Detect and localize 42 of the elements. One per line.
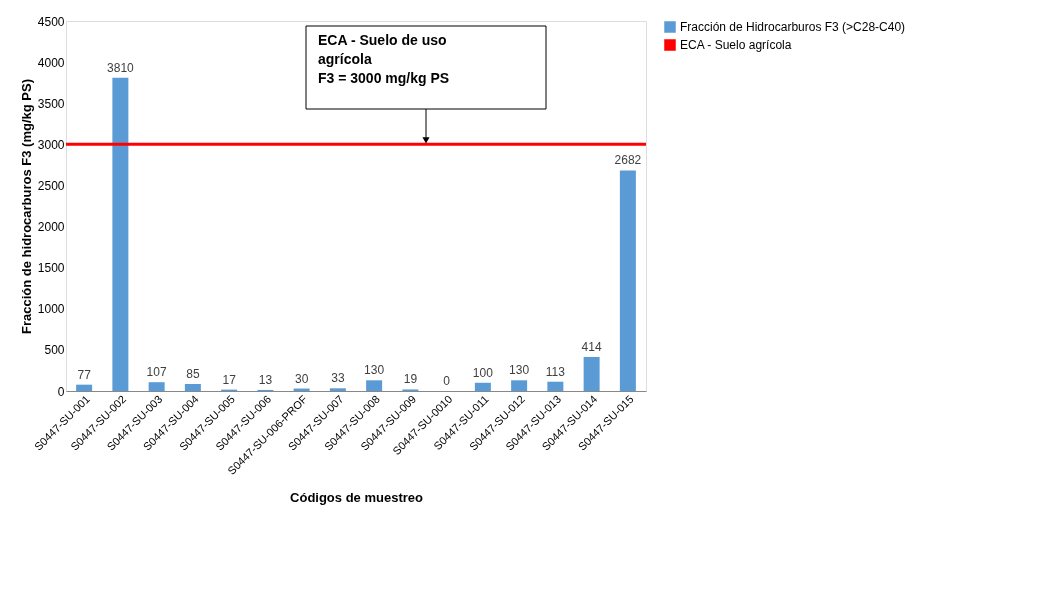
bar (329, 388, 346, 391)
data-label: 130 (509, 363, 530, 378)
bar (619, 170, 636, 391)
bar (76, 384, 93, 391)
data-label: 0 (443, 374, 451, 388)
y-tick-label: 3000 (37, 137, 65, 152)
data-label: 13 (258, 372, 273, 387)
bar (366, 380, 383, 391)
data-label: 33 (331, 371, 345, 386)
legend-label: Fracción de Hidrocarburos F3 (>C28-C40) (680, 20, 906, 34)
data-label: 107 (146, 365, 167, 380)
x-axis-title: Códigos de muestreo (290, 489, 424, 505)
bar (547, 381, 564, 391)
bar (583, 356, 600, 391)
bar (148, 382, 165, 391)
y-axis-title: Fracción de hidrocarburos F3 (mg/kg PS) (18, 79, 34, 334)
y-tick-label: 4500 (37, 14, 65, 29)
data-label: 77 (77, 367, 92, 382)
y-tick-label: 1500 (37, 261, 65, 276)
data-label: 85 (186, 367, 200, 382)
y-tick-label: 4000 (37, 55, 65, 70)
data-label: 2682 (614, 153, 642, 168)
y-tick-label: 2500 (37, 178, 65, 193)
annotation: ECA - Suelo de uso agrícola F3 = 3000 mg/kg PS (318, 32, 450, 86)
y-tick-label: 1000 (37, 302, 65, 317)
data-label: 17 (222, 372, 237, 387)
data-label: 113 (545, 364, 566, 379)
bar (184, 384, 201, 391)
y-tick-label: 0 (57, 384, 65, 399)
bar (511, 380, 528, 391)
data-label: 100 (472, 365, 494, 380)
y-tick-label: 3500 (37, 96, 65, 111)
bar (112, 77, 129, 391)
bar (474, 382, 491, 391)
data-label: 130 (364, 363, 385, 378)
data-label: 19 (403, 372, 418, 387)
y-tick-label: 500 (44, 343, 65, 358)
data-label: 414 (581, 339, 602, 354)
y-tick-label: 2000 (37, 220, 65, 235)
data-label: 3810 (107, 60, 135, 75)
data-label: 30 (294, 371, 309, 386)
legend-label: ECA - Suelo agrícola (680, 38, 792, 52)
